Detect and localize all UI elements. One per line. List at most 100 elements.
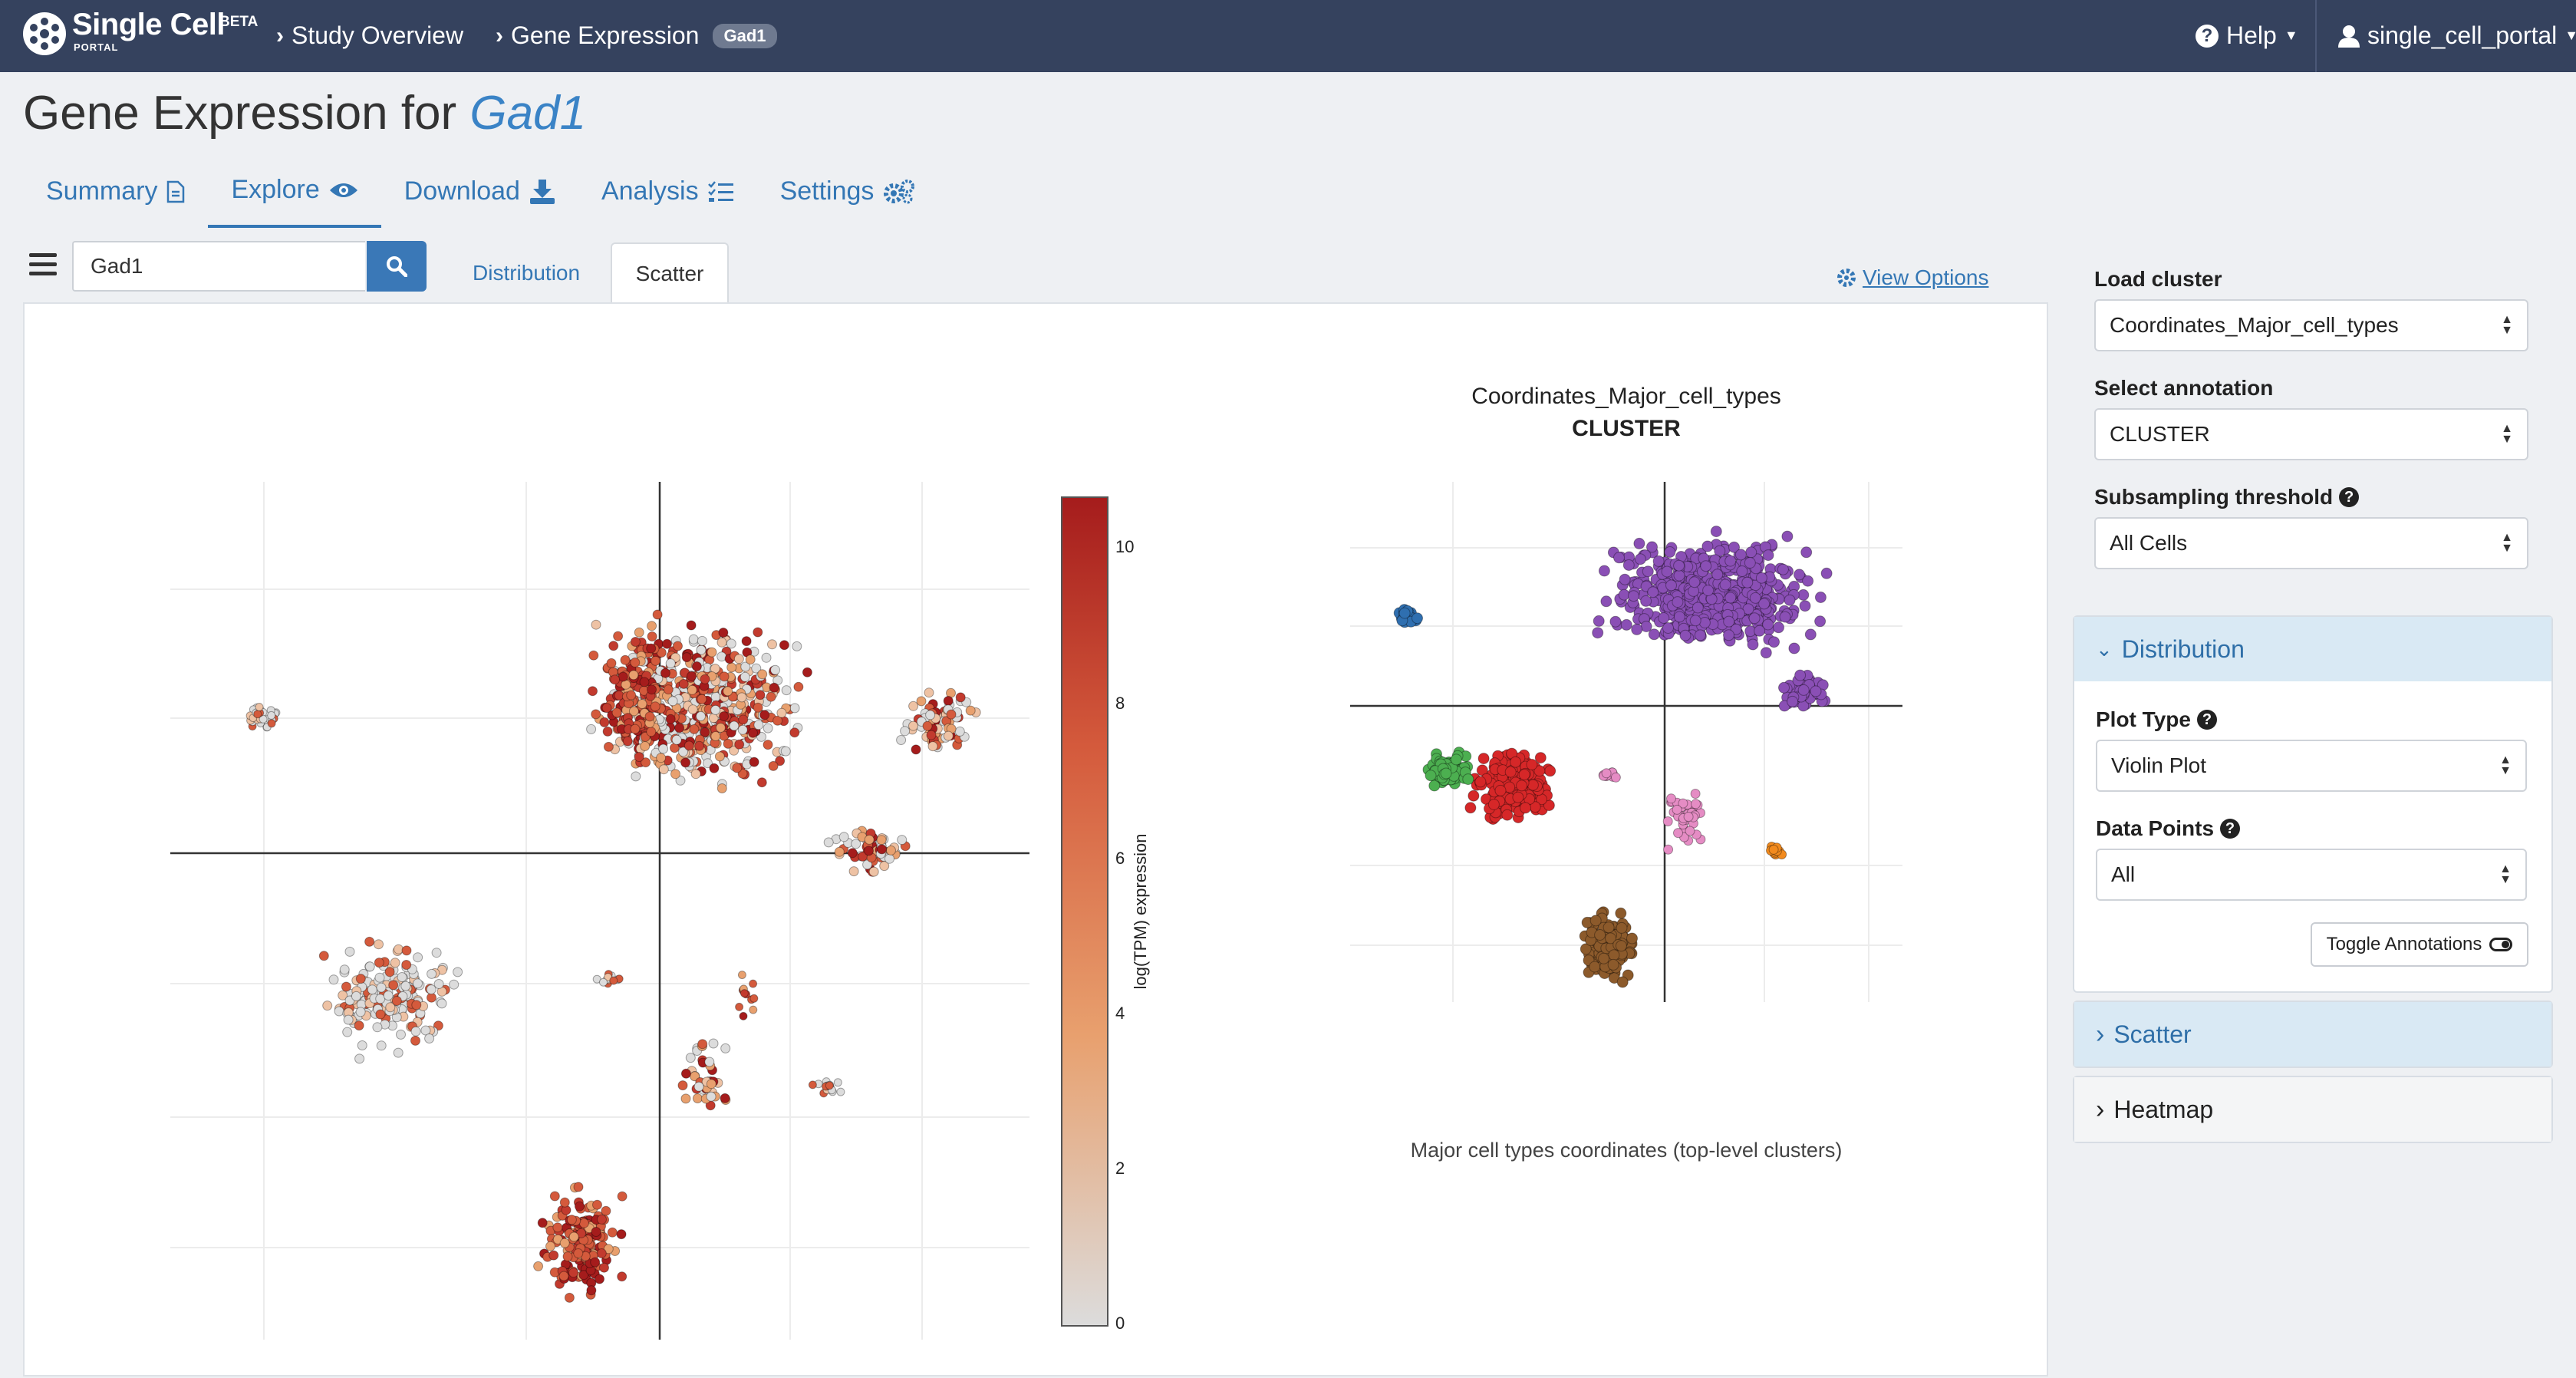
cluster-point[interactable] <box>1510 756 1522 768</box>
expression-point[interactable] <box>608 641 619 651</box>
tab-settings[interactable]: Settings <box>757 169 939 228</box>
expression-point[interactable] <box>611 707 622 718</box>
expression-point[interactable] <box>770 664 781 675</box>
expression-point[interactable] <box>680 757 691 768</box>
expression-point[interactable] <box>318 951 329 961</box>
expression-point[interactable] <box>718 628 729 638</box>
cluster-point[interactable] <box>1724 555 1737 567</box>
expression-point[interactable] <box>607 1227 618 1238</box>
expression-point[interactable] <box>322 1001 333 1011</box>
expression-point[interactable] <box>620 654 631 665</box>
expression-point[interactable] <box>715 723 726 733</box>
expression-point[interactable] <box>364 961 375 972</box>
cluster-point[interactable] <box>1610 772 1621 783</box>
expression-point[interactable] <box>424 1034 435 1043</box>
expression-point[interactable] <box>716 783 727 793</box>
expression-point[interactable] <box>599 717 610 727</box>
expression-point[interactable] <box>385 1002 396 1013</box>
expression-point[interactable] <box>436 998 447 1009</box>
expression-point[interactable] <box>729 745 740 756</box>
expression-point[interactable] <box>780 746 791 757</box>
cluster-point[interactable] <box>1820 567 1833 579</box>
expression-point[interactable] <box>562 1251 573 1262</box>
cluster-point[interactable] <box>1749 592 1761 604</box>
cluster-point[interactable] <box>1794 669 1807 681</box>
cluster-point[interactable] <box>1728 541 1740 553</box>
cluster-point[interactable] <box>1672 596 1684 608</box>
subsampling-select[interactable]: All Cells ▲ ▼ <box>2094 517 2528 569</box>
cluster-point[interactable] <box>1773 621 1784 634</box>
expression-point[interactable] <box>552 1222 563 1233</box>
cluster-point[interactable] <box>1640 595 1652 607</box>
expression-point[interactable] <box>737 724 748 735</box>
expression-point[interactable] <box>586 1285 597 1296</box>
expression-point[interactable] <box>726 638 736 649</box>
plot-type-select[interactable]: Violin Plot ▲ ▼ <box>2096 740 2527 792</box>
expression-point[interactable] <box>413 978 423 989</box>
cluster-point[interactable] <box>1719 579 1731 591</box>
expression-point[interactable] <box>670 769 680 780</box>
expression-point[interactable] <box>566 1215 577 1225</box>
expression-point[interactable] <box>628 670 639 681</box>
expression-point[interactable] <box>568 1268 578 1278</box>
cluster-point[interactable] <box>1797 588 1810 601</box>
cluster-point[interactable] <box>1814 615 1827 628</box>
expression-point[interactable] <box>367 984 377 995</box>
cluster-point[interactable] <box>1425 770 1437 782</box>
expression-point[interactable] <box>591 1227 601 1237</box>
expression-point[interactable] <box>410 1026 421 1037</box>
cluster-point[interactable] <box>1658 612 1670 624</box>
cluster-point[interactable] <box>1593 615 1605 627</box>
expression-point[interactable] <box>685 1053 696 1063</box>
expression-point[interactable] <box>617 1191 628 1202</box>
cluster-point[interactable] <box>1464 802 1477 814</box>
cluster-point[interactable] <box>1518 769 1530 780</box>
cluster-point[interactable] <box>1647 586 1659 598</box>
user-menu[interactable]: single_cell_portal ▼ <box>2338 21 2576 50</box>
cluster-point[interactable] <box>1714 545 1726 557</box>
expression-point[interactable] <box>343 1014 354 1025</box>
cluster-point[interactable] <box>1544 765 1556 777</box>
expression-point[interactable] <box>772 715 783 726</box>
expression-point[interactable] <box>634 627 644 638</box>
expression-point[interactable] <box>342 1027 353 1037</box>
expression-point[interactable] <box>737 768 748 779</box>
cluster-point[interactable] <box>1487 799 1500 810</box>
cluster-point[interactable] <box>1701 540 1714 552</box>
cluster-point[interactable] <box>1673 828 1683 839</box>
cluster-point[interactable] <box>1619 573 1631 585</box>
expression-point[interactable] <box>606 658 617 668</box>
expression-point[interactable] <box>789 703 800 714</box>
cluster-point[interactable] <box>1603 921 1615 934</box>
expression-point[interactable] <box>575 1201 585 1212</box>
expression-point[interactable] <box>658 764 669 775</box>
expression-point[interactable] <box>400 981 411 991</box>
expression-point[interactable] <box>769 682 779 693</box>
cluster-point[interactable] <box>1664 546 1676 558</box>
cluster-point[interactable] <box>1754 625 1766 637</box>
expression-point[interactable] <box>720 1043 731 1053</box>
distribution-panel-header[interactable]: ⌄ Distribution <box>2074 617 2551 681</box>
expression-point[interactable] <box>848 866 859 877</box>
expression-point[interactable] <box>344 946 355 957</box>
expression-point[interactable] <box>741 636 752 647</box>
expression-point[interactable] <box>706 1091 716 1102</box>
expression-point[interactable] <box>610 674 621 685</box>
expression-point[interactable] <box>687 704 698 715</box>
expression-point[interactable] <box>834 846 845 857</box>
cluster-point[interactable] <box>1814 592 1827 603</box>
search-button[interactable] <box>367 241 427 292</box>
cluster-point[interactable] <box>1742 603 1754 615</box>
cluster-point[interactable] <box>1634 553 1646 565</box>
expression-point[interactable] <box>838 832 849 842</box>
cluster-point[interactable] <box>1768 636 1780 648</box>
expression-point[interactable] <box>704 1057 715 1067</box>
cluster-point[interactable] <box>1468 790 1480 802</box>
expression-point[interactable] <box>646 643 657 654</box>
expression-point[interactable] <box>693 1081 704 1092</box>
expression-point[interactable] <box>884 853 894 864</box>
expression-point[interactable] <box>622 736 633 747</box>
brand-name[interactable]: Single Cell <box>72 8 226 41</box>
cluster-point[interactable] <box>1615 940 1627 952</box>
tab-analysis[interactable]: Analysis <box>578 169 757 228</box>
